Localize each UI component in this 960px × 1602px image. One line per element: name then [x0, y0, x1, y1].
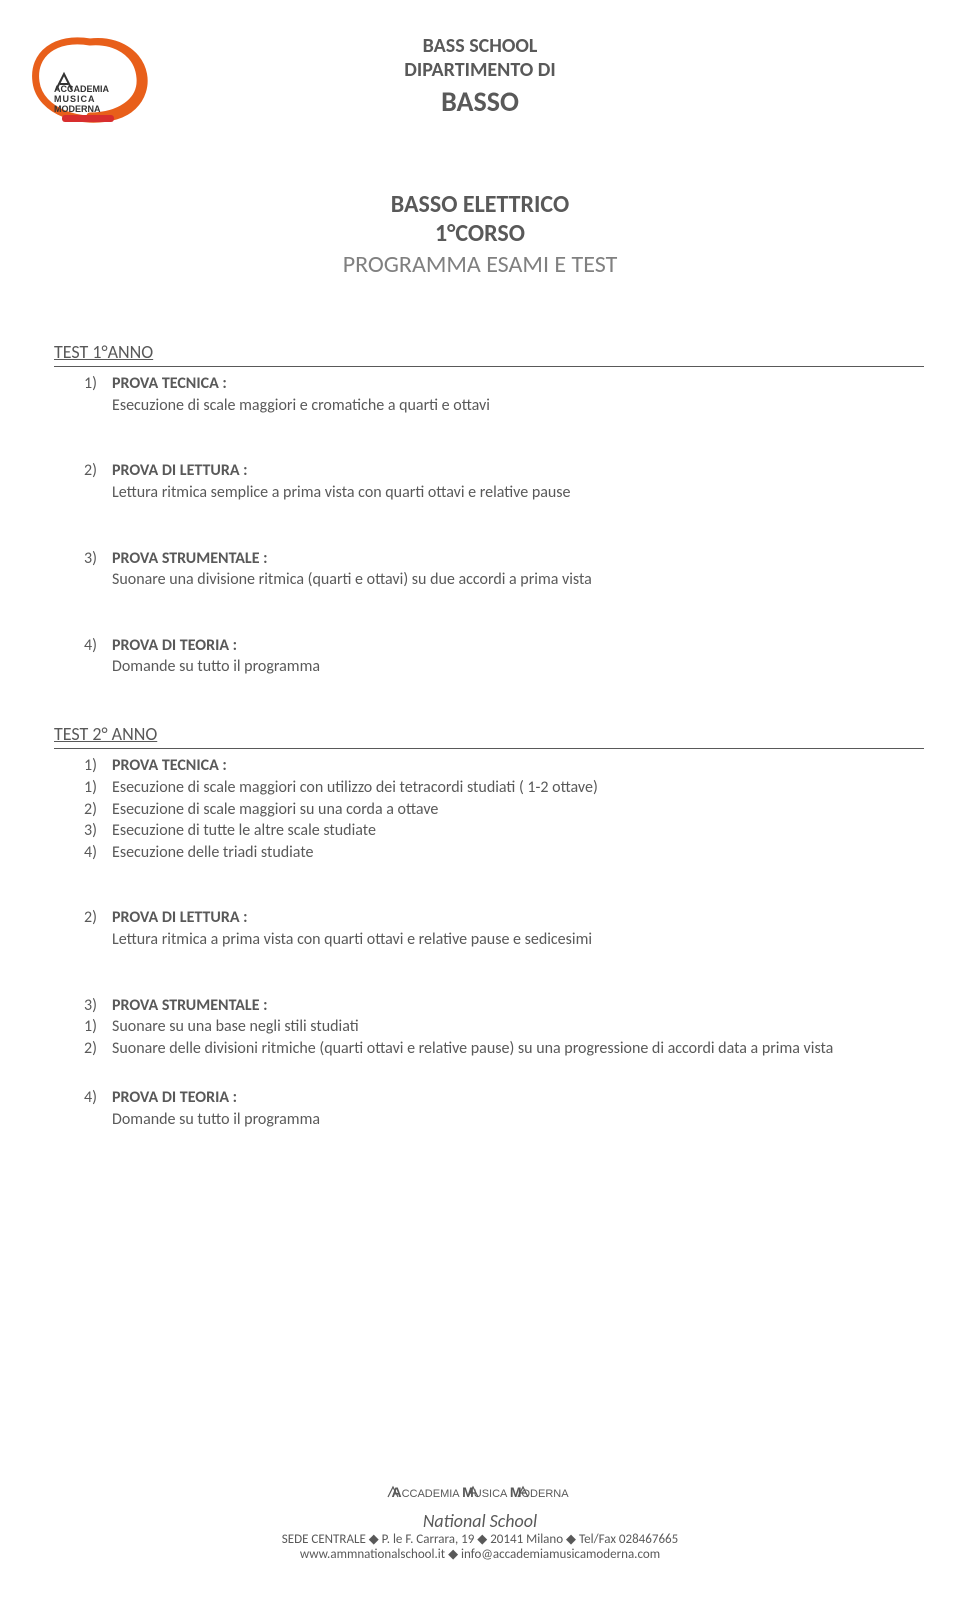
test1-prova1: 1) PROVA TECNICA :: [84, 373, 960, 395]
header-line-2: DIPARTIMENTO DI: [0, 58, 960, 82]
test1-prova3-body: Suonare una divisione ritmica (quarti e …: [112, 569, 960, 591]
test2-prova2-body: Lettura ritmica a prima vista con quarti…: [112, 929, 960, 951]
test2-prova2: 2) PROVA DI LETTURA :: [84, 907, 960, 929]
test1-prova1-body: Esecuzione di scale maggiori e cromatich…: [112, 395, 960, 417]
test2-prova1-item2: 2) Esecuzione di scale maggiori su una c…: [84, 799, 960, 821]
divider: [54, 366, 924, 367]
item-label: PROVA TECNICA :: [112, 755, 227, 777]
test2-heading: TEST 2° ANNO: [54, 722, 960, 746]
item-number: 1): [84, 777, 112, 799]
page-footer: ACCADEMIA MUSICA MODERNA National School…: [0, 1481, 960, 1562]
test1-prova2-body: Lettura ritmica semplice a prima vista c…: [112, 482, 960, 504]
page-header: BASS SCHOOL DIPARTIMENTO DI BASSO: [0, 34, 960, 119]
item-number: 4): [84, 1087, 112, 1109]
test2-prova1: 1) PROVA TECNICA :: [84, 755, 960, 777]
document-content: TEST 1°ANNO 1) PROVA TECNICA : Esecuzion…: [54, 340, 960, 1130]
test2-prova3-item1: 1) Suonare su una base negli stili studi…: [84, 1016, 960, 1038]
test1-heading: TEST 1°ANNO: [54, 340, 960, 364]
footer-logo-icon: ACCADEMIA MUSICA MODERNA: [360, 1481, 600, 1503]
item-number: 1): [84, 755, 112, 777]
footer-address: SEDE CENTRALE ◆ P. le F. Carrara, 19 ◆ 2…: [0, 1532, 960, 1547]
item-text: Suonare su una base negli stili studiati: [112, 1016, 359, 1038]
item-number: 2): [84, 799, 112, 821]
title-instrument: BASSO ELETTRICO: [0, 190, 960, 219]
test2-prova3: 3) PROVA STRUMENTALE :: [84, 995, 960, 1017]
item-number: 4): [84, 842, 112, 864]
item-number: 1): [84, 373, 112, 395]
test2-prova1-item1: 1) Esecuzione di scale maggiori con util…: [84, 777, 960, 799]
test2-prova3-item2: 2) Suonare delle divisioni ritmiche (qua…: [84, 1038, 960, 1060]
item-number: 3): [84, 548, 112, 570]
item-label: PROVA DI TEORIA :: [112, 1087, 237, 1109]
test2-prova1-item4: 4) Esecuzione delle triadi studiate: [84, 842, 960, 864]
header-line-3: BASSO: [0, 84, 960, 119]
footer-school-name: National School: [0, 1510, 960, 1532]
test1-prova4: 4) PROVA DI TEORIA :: [84, 635, 960, 657]
item-label: PROVA DI LETTURA :: [112, 460, 248, 482]
test1-prova2: 2) PROVA DI LETTURA :: [84, 460, 960, 482]
divider: [54, 748, 924, 749]
test2-prova4-body: Domande su tutto il programma: [112, 1109, 960, 1131]
footer-contact: www.ammnationalschool.it ◆ info@accademi…: [0, 1547, 960, 1562]
test1-prova4-body: Domande su tutto il programma: [112, 656, 960, 678]
item-text: Esecuzione di tutte le altre scale studi…: [112, 820, 376, 842]
item-label: PROVA DI LETTURA :: [112, 907, 248, 929]
item-text: Esecuzione di scale maggiori con utilizz…: [112, 777, 598, 799]
item-number: 2): [84, 907, 112, 929]
item-label: PROVA TECNICA :: [112, 373, 227, 395]
item-number: 1): [84, 1016, 112, 1038]
svg-text:ACCADEMIA MUSICA: ACCADEMIA MUSICA MODERNA: [391, 1484, 569, 1500]
item-text: Esecuzione di scale maggiori su una cord…: [112, 799, 438, 821]
title-course: 1°CORSO: [0, 219, 960, 248]
item-label: PROVA STRUMENTALE :: [112, 995, 268, 1017]
item-text: Esecuzione delle triadi studiate: [112, 842, 313, 864]
test2-prova4: 4) PROVA DI TEORIA :: [84, 1087, 960, 1109]
item-number: 3): [84, 995, 112, 1017]
test2-prova1-item3: 3) Esecuzione di tutte le altre scale st…: [84, 820, 960, 842]
item-number: 2): [84, 460, 112, 482]
item-number: 2): [84, 1038, 112, 1060]
header-line-1: BASS SCHOOL: [0, 34, 960, 58]
item-label: PROVA STRUMENTALE :: [112, 548, 268, 570]
document-title-block: BASSO ELETTRICO 1°CORSO PROGRAMMA ESAMI …: [0, 190, 960, 279]
title-subtitle: PROGRAMMA ESAMI E TEST: [0, 250, 960, 279]
test1-prova3: 3) PROVA STRUMENTALE :: [84, 548, 960, 570]
item-label: PROVA DI TEORIA :: [112, 635, 237, 657]
item-text: Suonare delle divisioni ritmiche (quarti…: [112, 1038, 833, 1060]
item-number: 3): [84, 820, 112, 842]
item-number: 4): [84, 635, 112, 657]
